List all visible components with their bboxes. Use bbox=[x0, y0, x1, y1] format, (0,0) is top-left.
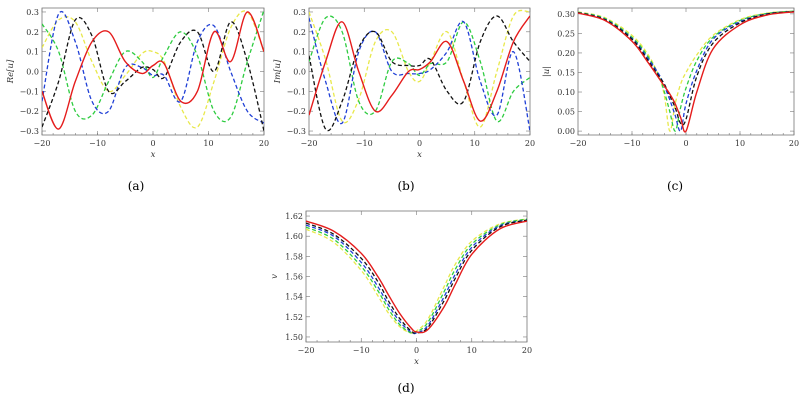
x-tick-label: 20 bbox=[789, 139, 799, 148]
x-tick-label: 20 bbox=[525, 139, 535, 148]
x-tick-label: −20 bbox=[301, 139, 318, 148]
y-tick-label: 1.58 bbox=[285, 252, 303, 261]
series-line-2 bbox=[309, 15, 530, 123]
y-tick-label: 1.62 bbox=[285, 212, 303, 221]
x-tick-label: −10 bbox=[353, 346, 370, 355]
y-tick-label: 0.25 bbox=[557, 29, 575, 38]
y-tick-label: 0.1 bbox=[26, 48, 39, 57]
chart-panel-1: −20 −10 0 10 20 −0.3 −0.2 −0.1 0.0 0.1 0.2 0.3 x Re[u… bbox=[6, 7, 269, 193]
series-line-1 bbox=[309, 9, 530, 128]
series-line-2 bbox=[578, 10, 794, 132]
series-line-1 bbox=[306, 218, 527, 334]
x-tick-label: 20 bbox=[259, 139, 269, 148]
x-tick-label: 10 bbox=[735, 139, 745, 148]
x-axis-label: x bbox=[414, 357, 419, 367]
chart-panel-2: −20 −10 0 10 20 −0.3 −0.2 −0.1 0.0 0.1 0.2 0.3 x Im[u… bbox=[273, 7, 535, 193]
series-line-1 bbox=[42, 10, 264, 129]
series-group bbox=[578, 10, 794, 133]
x-tick-label: 20 bbox=[522, 346, 532, 355]
y-tick-label: 1.52 bbox=[285, 313, 303, 322]
panel-caption: (b) bbox=[397, 179, 414, 193]
y-tick-label: −0.2 bbox=[287, 107, 306, 116]
y-tick-label: 0.0 bbox=[26, 68, 39, 77]
y-tick-label: 1.56 bbox=[285, 273, 303, 282]
x-tick-label: −10 bbox=[89, 139, 106, 148]
y-tick-label: 1.54 bbox=[285, 293, 303, 302]
y-axis-label: Re[u] bbox=[6, 59, 16, 84]
x-tick-label: −10 bbox=[624, 139, 641, 148]
y-tick-label: 0.1 bbox=[293, 48, 306, 57]
y-tick-label: 0.20 bbox=[557, 49, 575, 58]
panel-caption: (c) bbox=[667, 179, 683, 193]
y-tick-label: 0.15 bbox=[557, 68, 575, 77]
series-line-3 bbox=[309, 17, 530, 132]
x-tick-label: 0 bbox=[417, 139, 422, 148]
series-line-2 bbox=[306, 218, 527, 335]
x-tick-label: 10 bbox=[467, 346, 477, 355]
chart-panel-4: −20 −10 0 10 20 1.50 1.52 1.54 1.56 1.58 1.60 1.62 x… bbox=[270, 210, 532, 395]
x-tick-label: 10 bbox=[470, 139, 480, 148]
y-tick-label: 0.05 bbox=[557, 108, 575, 117]
x-axis-label: x bbox=[151, 150, 156, 160]
y-tick-label: −0.2 bbox=[20, 107, 39, 116]
x-axis-label: x bbox=[417, 150, 422, 160]
series-line-3 bbox=[306, 219, 527, 335]
x-tick-label: −20 bbox=[34, 139, 51, 148]
series-line-1 bbox=[578, 10, 794, 132]
series-line-5 bbox=[42, 11, 264, 130]
plot-frame bbox=[308, 7, 531, 136]
panel-caption: (d) bbox=[397, 381, 414, 395]
x-tick-label: 10 bbox=[203, 139, 213, 148]
y-tick-label: 0.3 bbox=[293, 8, 306, 17]
x-tick-label: −20 bbox=[298, 346, 315, 355]
chart-panel-3: −20 −10 0 10 20 0.00 0.05 0.10 0.15 0.20 0.25 0.30 |… bbox=[542, 7, 799, 193]
series-line-5 bbox=[578, 11, 794, 133]
y-axis-label: v bbox=[270, 274, 280, 279]
y-tick-label: 1.60 bbox=[285, 232, 303, 241]
x-tick-label: 0 bbox=[683, 139, 688, 148]
y-tick-label: −0.1 bbox=[20, 87, 39, 96]
x-tick-label: −20 bbox=[570, 139, 587, 148]
series-group bbox=[42, 9, 264, 132]
series-line-4 bbox=[578, 10, 794, 126]
panel-caption: (a) bbox=[128, 179, 145, 193]
y-axis-label: Im[u] bbox=[273, 59, 283, 84]
series-line-3 bbox=[578, 10, 794, 132]
x-tick-label: 0 bbox=[414, 346, 419, 355]
series-line-4 bbox=[306, 219, 527, 334]
series-group bbox=[309, 9, 530, 132]
series-line-4 bbox=[309, 15, 530, 132]
y-axis-label: |u| bbox=[542, 66, 552, 77]
y-tick-label: 0.10 bbox=[557, 88, 575, 97]
series-line-4 bbox=[42, 16, 264, 132]
y-tick-label: 0.2 bbox=[26, 28, 39, 37]
y-tick-label: 1.50 bbox=[285, 333, 303, 342]
y-tick-label: 0.0 bbox=[293, 68, 306, 77]
y-tick-label: 0.00 bbox=[557, 127, 575, 136]
x-tick-label: −10 bbox=[356, 139, 373, 148]
series-line-5 bbox=[306, 220, 527, 334]
y-tick-label: −0.1 bbox=[287, 87, 306, 96]
series-line-3 bbox=[42, 11, 264, 124]
x-tick-label: 0 bbox=[150, 139, 155, 148]
series-group bbox=[306, 218, 527, 335]
y-tick-label: 0.30 bbox=[557, 10, 575, 19]
y-tick-label: −0.3 bbox=[287, 127, 306, 136]
y-tick-label: −0.3 bbox=[20, 127, 39, 136]
y-tick-label: 0.3 bbox=[26, 8, 39, 17]
series-line-5 bbox=[309, 15, 530, 122]
y-tick-label: 0.2 bbox=[293, 28, 306, 37]
series-line-2 bbox=[42, 9, 264, 123]
